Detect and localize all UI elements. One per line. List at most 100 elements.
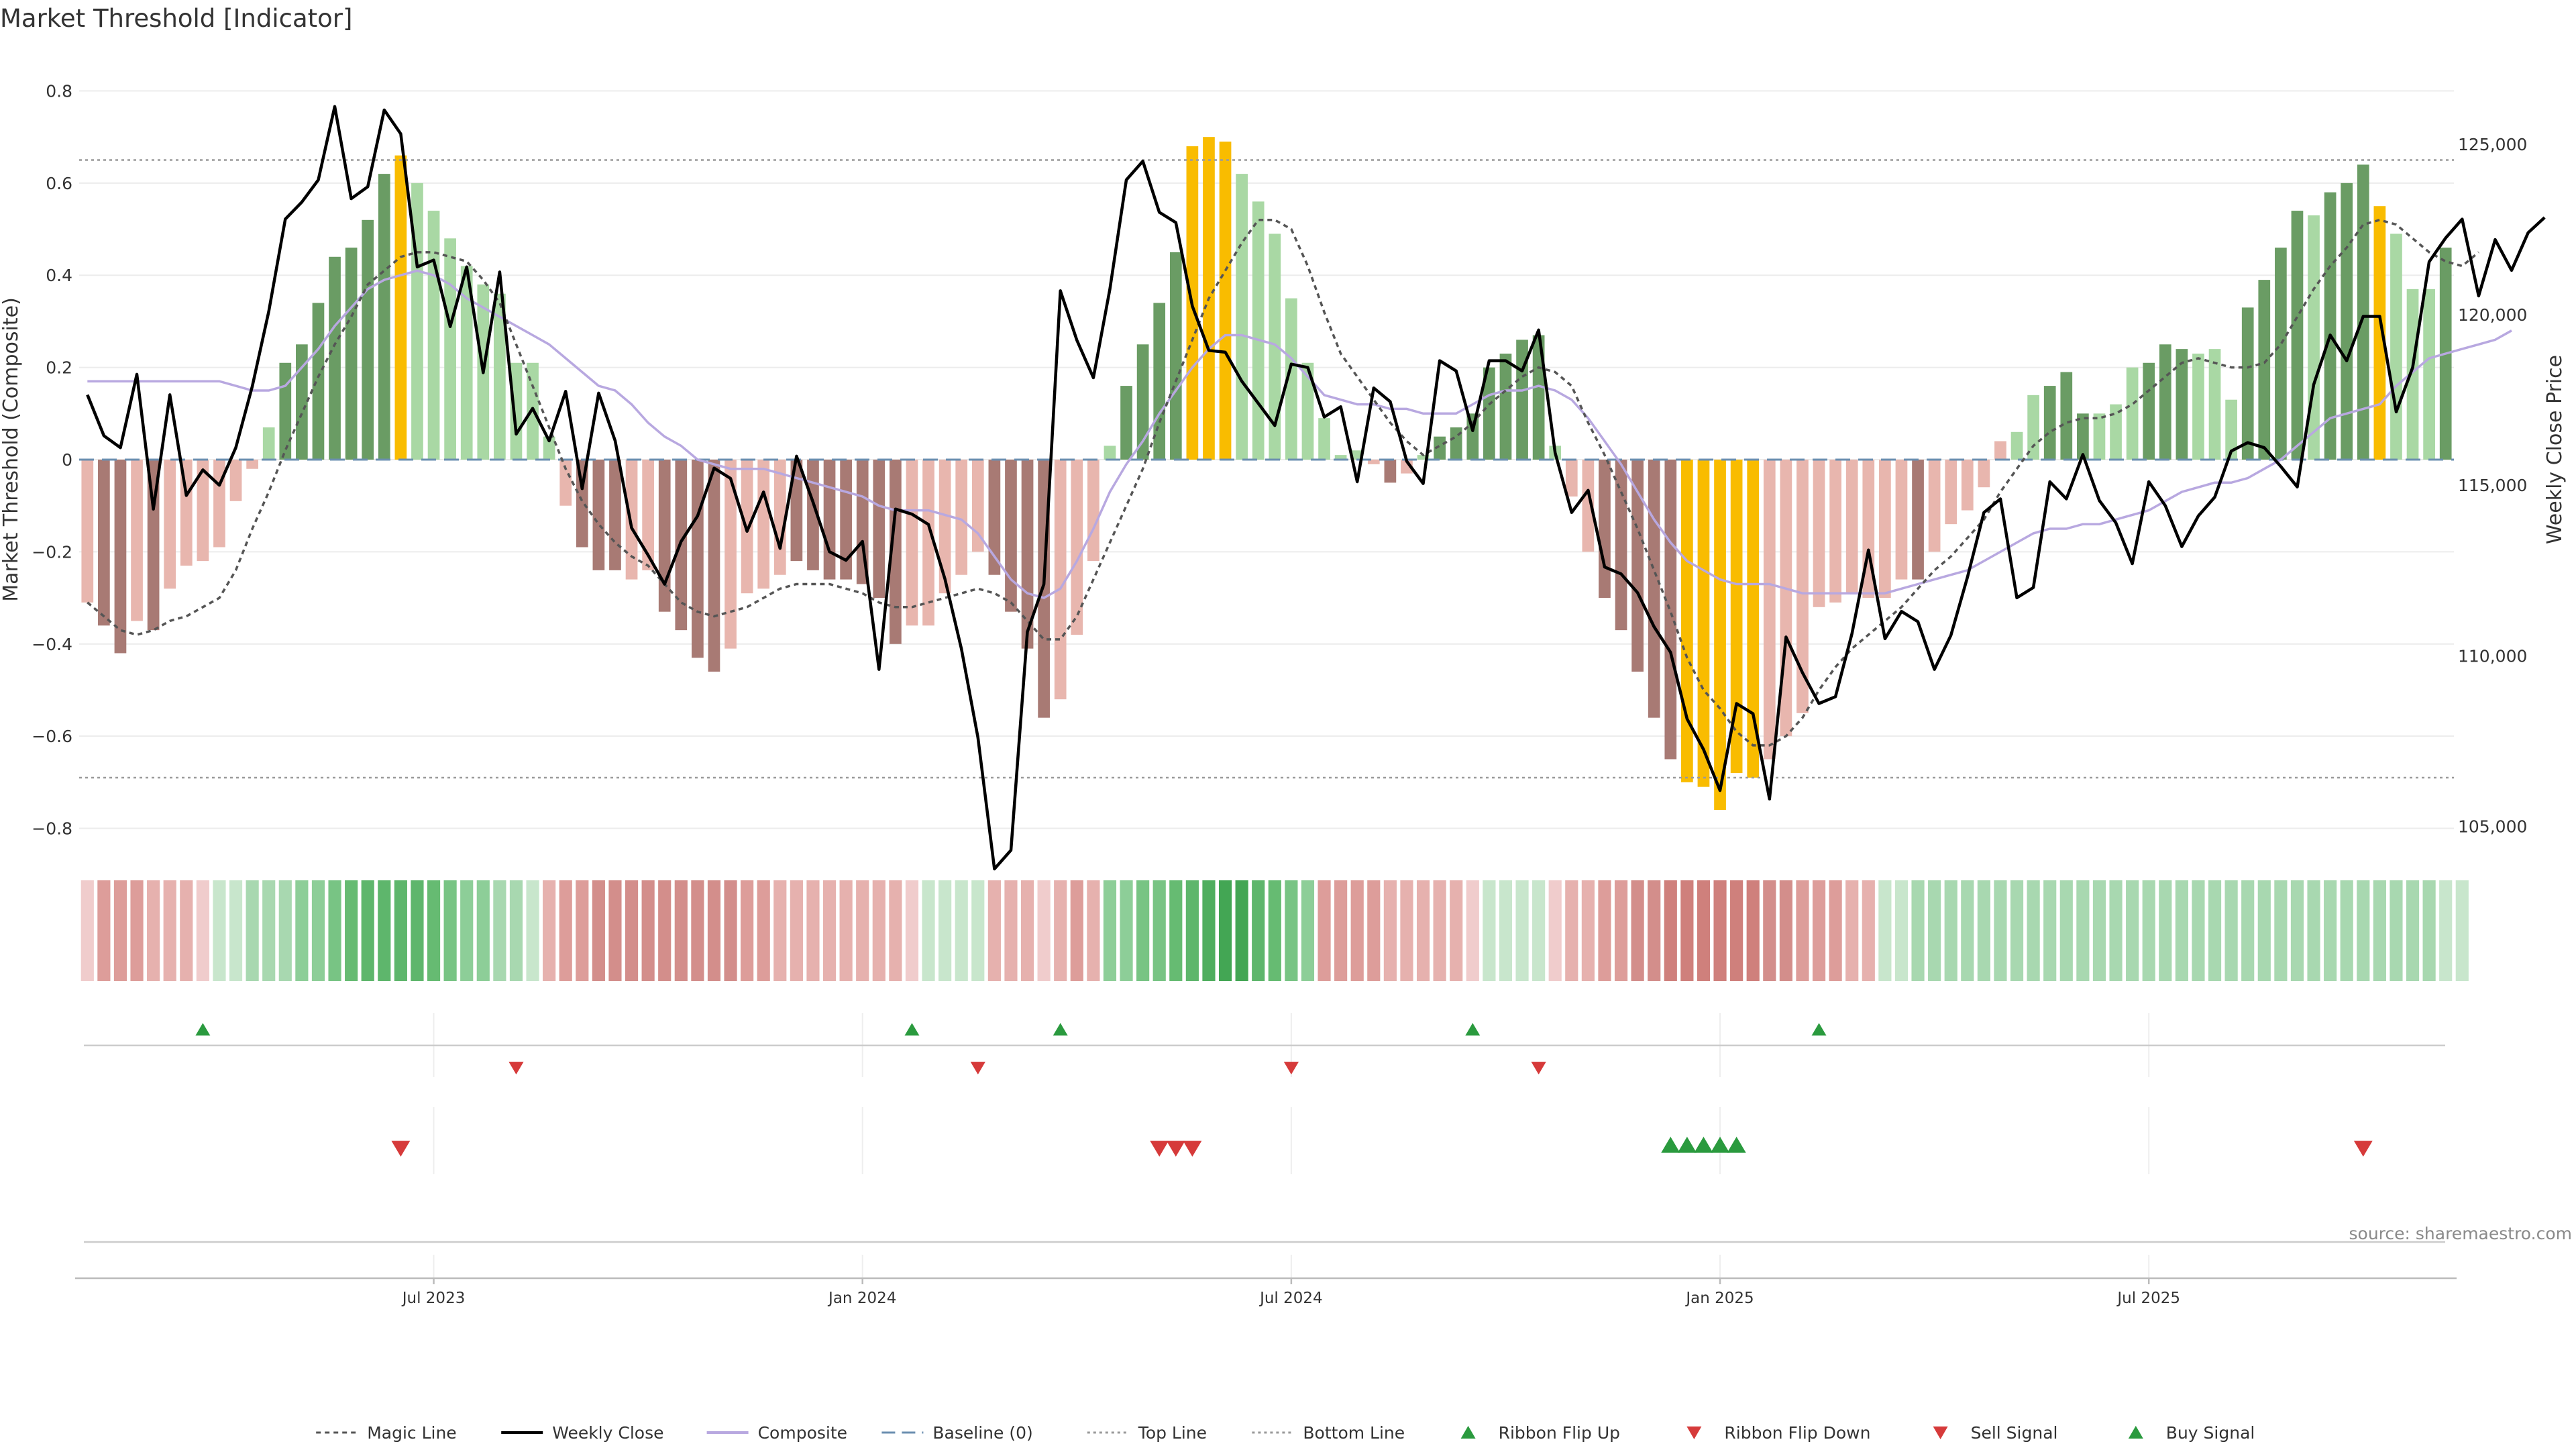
composite-bar — [2043, 386, 2056, 460]
composite-bar — [2423, 289, 2435, 460]
chart-title: Market Threshold [Indicator] — [0, 4, 352, 33]
x-axis: Jul 2023 Jan 2024 Jul 2024 Jan 2025 Jul 2025 — [401, 1278, 2180, 1307]
legend-label: Baseline (0) — [932, 1423, 1032, 1443]
composite-bar — [81, 460, 94, 603]
legend-triangle-down — [1686, 1427, 1702, 1439]
ribbon-cell — [839, 880, 853, 981]
composite-bar — [1252, 201, 1265, 460]
ribbon-cell — [905, 880, 919, 981]
ribbon-cell — [1318, 880, 1331, 981]
ribbon-cell — [1252, 880, 1265, 981]
ribbon-cell — [378, 880, 391, 981]
composite-bar — [246, 460, 258, 469]
right-tick-label: 115,000 — [2458, 476, 2527, 495]
left-tick-label: −0.6 — [32, 727, 72, 746]
ribbon-cell — [2340, 880, 2353, 981]
left-axis-label: Market Threshold (Composite) — [0, 297, 23, 602]
composite-bar — [2010, 431, 2023, 460]
ribbon-cell — [1400, 880, 1413, 981]
ribbon-cell — [2406, 880, 2420, 981]
ribbon-cell — [856, 880, 869, 981]
ribbon-cell — [1037, 880, 1051, 981]
composite-bar — [1648, 460, 1660, 718]
composite-bar — [1631, 460, 1644, 672]
ribbon-cell — [2274, 880, 2288, 981]
ribbon-cell — [1466, 880, 1479, 981]
composite-bar — [1071, 460, 1083, 635]
composite-bar — [559, 460, 572, 506]
ribbon-cell — [1367, 880, 1381, 981]
composite-bar — [2143, 362, 2155, 460]
legend-label: Ribbon Flip Down — [1724, 1423, 1870, 1443]
ribbon-cell — [1152, 880, 1166, 981]
legend-label: Sell Signal — [1971, 1423, 2058, 1443]
legend-triangle-up — [1460, 1426, 1476, 1439]
ribbon-cell — [1483, 880, 1496, 981]
composite-bar — [773, 460, 786, 575]
ribbon-cell — [543, 880, 556, 981]
composite-bar — [2357, 164, 2369, 460]
ribbon-cell — [2092, 880, 2106, 981]
composite-bar — [2390, 234, 2402, 460]
composite-bar — [1780, 460, 1792, 737]
ribbon-cell — [1878, 880, 1892, 981]
composite-bar — [394, 155, 407, 460]
composite-bar — [1697, 460, 1710, 787]
composite-bar — [576, 460, 588, 548]
sell-signal-marker — [1183, 1141, 1202, 1157]
composite-bar — [890, 460, 902, 644]
composite-bar — [609, 460, 621, 570]
composite-bar — [1961, 460, 1974, 511]
ribbon-cell — [262, 880, 276, 981]
composite-bar — [1236, 174, 1248, 460]
composite-bar — [312, 303, 325, 460]
composite-bar — [988, 460, 1001, 575]
series-lines — [86, 105, 2546, 871]
ribbon-cell — [1185, 880, 1199, 981]
left-tick-label: 0.6 — [46, 174, 72, 193]
x-tick-label: Jul 2023 — [401, 1290, 466, 1307]
ribbon-cell — [822, 880, 837, 981]
composite-bar — [1599, 460, 1611, 599]
composite-bar — [790, 460, 803, 562]
composite-bar — [1928, 460, 1941, 552]
ribbon-cell — [1020, 880, 1034, 981]
composite-bar — [2027, 395, 2039, 460]
ribbon-cell — [1218, 880, 1232, 981]
left-tick-label: 0.2 — [46, 358, 72, 378]
composite-bar — [329, 256, 341, 460]
ribbon-cell — [1977, 880, 1990, 981]
ribbon-cell — [2422, 880, 2436, 981]
ribbon-cell — [559, 880, 572, 981]
ribbon-cell — [2307, 880, 2320, 981]
ribbon-cell — [295, 880, 309, 981]
ribbon-cell — [1812, 880, 1826, 981]
composite-bar — [197, 460, 209, 562]
legend-item: Magic Line — [316, 1423, 457, 1443]
ribbon-cell — [2142, 880, 2155, 981]
ribbon-cell — [196, 880, 209, 981]
composite-bar — [510, 362, 523, 460]
ribbon-cell — [2208, 880, 2222, 981]
legend-item: Ribbon Flip Down — [1686, 1423, 1870, 1443]
composite-bar — [1499, 354, 1512, 460]
ribbon-cell — [2290, 880, 2304, 981]
ribbon-cell — [1499, 880, 1513, 981]
sell-signal-marker — [2353, 1141, 2373, 1157]
composite-bar — [2406, 289, 2419, 460]
composite-bar — [2341, 183, 2353, 460]
legend-item: Baseline (0) — [881, 1423, 1033, 1443]
ribbon-cell — [1334, 880, 1348, 981]
composite-bar — [345, 248, 358, 460]
reference-lines — [79, 159, 2454, 779]
composite-bar — [938, 460, 951, 594]
magic-line — [87, 218, 2480, 747]
buy-signal-marker — [1661, 1137, 1680, 1153]
composite-bar — [2308, 215, 2320, 460]
x-tick-label: Jan 2025 — [1684, 1290, 1754, 1307]
ribbon-cell — [1713, 880, 1727, 981]
composite-bar — [494, 293, 506, 460]
trend-ribbon — [80, 880, 2469, 981]
left-tick-label: 0.8 — [46, 81, 72, 101]
signal-rows — [75, 1013, 2457, 1280]
